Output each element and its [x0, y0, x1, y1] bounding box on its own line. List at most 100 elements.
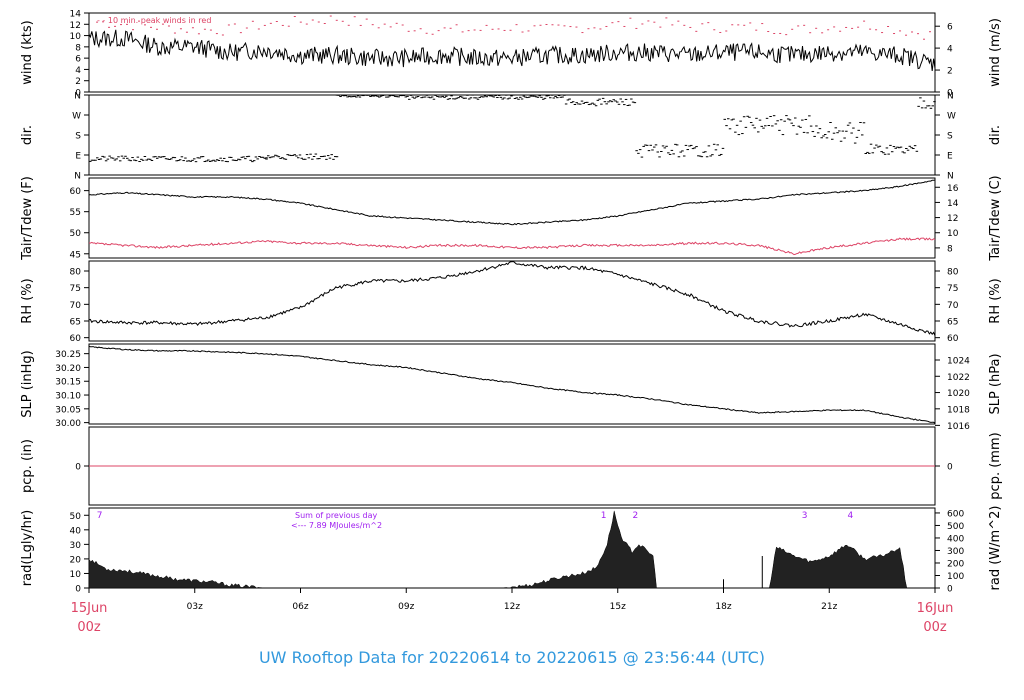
y-tick-label: 60	[70, 334, 82, 344]
y-tick-label-right: 14	[947, 199, 959, 209]
x-tick-label: 00z	[77, 620, 101, 635]
y-tick-label: 10	[70, 570, 82, 580]
y-tick-label-right: 6	[947, 23, 953, 33]
y-tick-label-right: 200	[947, 559, 964, 569]
y-axis-label: rad(Lgly/hr)	[20, 510, 35, 586]
y-tick-label-right: 10	[947, 229, 959, 239]
y-tick-label-right: 12	[947, 214, 958, 224]
y-tick-label: 30.05	[55, 405, 81, 415]
panel-frame	[88, 343, 936, 425]
wind-series-line	[88, 29, 936, 71]
rad-marker-label: 1	[601, 511, 607, 521]
y-tick-label: 40	[70, 526, 82, 536]
y-tick-label: S	[75, 132, 81, 142]
tdew-series-line	[88, 237, 936, 256]
y-tick-label-right: 100	[947, 572, 964, 582]
y-axis-label: dir.	[20, 125, 35, 145]
x-tick-label: 09z	[398, 602, 414, 612]
y-tick-label-right: 4	[947, 45, 953, 55]
x-tick-label: 03z	[187, 602, 203, 612]
peak-wind-annotation: - - 10 min. peak winds in red	[97, 16, 211, 25]
y-axis-label: SLP (inHg)	[20, 350, 35, 418]
y-tick-label: 30.20	[55, 364, 81, 374]
rad-marker-label: 7	[97, 511, 103, 521]
y-tick-label-right: 75	[947, 284, 958, 294]
x-tick-label: 15z	[610, 602, 626, 612]
y-tick-label-right: 0	[947, 89, 953, 99]
y-tick-label-right: N	[947, 172, 954, 182]
panel-frame	[88, 177, 936, 259]
y-tick-label-right: 70	[947, 301, 959, 311]
x-tick-label: 12z	[504, 602, 520, 612]
y-tick-label: 0	[75, 89, 81, 99]
x-tick-label: 18z	[715, 602, 731, 612]
y-tick-label: 30.10	[55, 392, 81, 402]
y-axis-label-right: rad (W/m^2)	[988, 506, 1003, 591]
y-tick-label: E	[75, 152, 81, 162]
y-tick-label: 20	[70, 555, 82, 565]
x-tick-label: 00z	[923, 620, 947, 635]
y-axis-label-right: wind (m/s)	[988, 18, 1003, 87]
y-tick-label: W	[72, 112, 81, 122]
y-tick-label: N	[74, 172, 81, 182]
x-tick-label: 06z	[292, 602, 308, 612]
y-tick-label: 65	[70, 318, 81, 328]
y-tick-label-right: 8	[947, 244, 953, 254]
y-tick-label: 55	[70, 208, 81, 218]
y-tick-label-right: 1016	[947, 422, 970, 432]
rad-marker-label: 3	[802, 511, 808, 521]
panel-frame	[88, 260, 936, 342]
rad-annotation: <--- 7.89 MJoules/m^2	[291, 521, 382, 530]
chart-title: UW Rooftop Data for 20220614 to 20220615…	[258, 648, 766, 667]
y-tick-label-right: 2	[947, 67, 953, 77]
y-tick-label: 50	[70, 229, 82, 239]
y-tick-label: 70	[70, 301, 82, 311]
y-axis-label-right: SLP (hPa)	[988, 353, 1003, 414]
y-tick-label: 0	[75, 463, 81, 473]
y-tick-label: 10	[70, 32, 82, 42]
y-axis-label: RH (%)	[20, 278, 35, 323]
rad-annotation: Sum of previous day	[295, 511, 377, 520]
rad-marker-label: 2	[633, 511, 639, 521]
y-tick-label-right: 300	[947, 547, 964, 557]
y-tick-label: 30	[70, 541, 82, 551]
rad-area	[88, 510, 908, 589]
y-tick-label-right: 16	[947, 184, 959, 194]
y-tick-label: 45	[70, 250, 81, 260]
y-axis-label-right: RH (%)	[988, 278, 1003, 323]
panel-frame	[88, 12, 936, 93]
slp-series-line	[88, 345, 936, 424]
y-tick-label: 75	[70, 284, 81, 294]
y-tick-label-right: 500	[947, 522, 964, 532]
y-tick-label: 30.15	[55, 378, 81, 388]
y-tick-label-right: S	[947, 132, 953, 142]
y-axis-label: wind (kts)	[20, 20, 35, 84]
y-tick-label: 12	[70, 21, 81, 31]
y-tick-label: 6	[75, 55, 81, 65]
y-tick-label-right: 60	[947, 334, 959, 344]
y-axis-label-right: pcp. (mm)	[988, 432, 1003, 499]
y-axis-label: pcp. (in)	[20, 439, 35, 493]
y-tick-label-right: N	[947, 92, 954, 102]
y-tick-label: 80	[70, 268, 82, 278]
y-tick-label-right: E	[947, 152, 953, 162]
y-tick-label: 14	[70, 10, 82, 20]
y-tick-label-right: 0	[947, 585, 953, 595]
y-tick-label-right: 1024	[947, 357, 970, 367]
y-axis-label: Tair/Tdew (F)	[20, 176, 35, 261]
rh-series-line	[88, 260, 936, 336]
y-axis-label-right: dir.	[988, 125, 1003, 145]
y-tick-label: 60	[70, 187, 82, 197]
y-tick-label-right: 400	[947, 534, 964, 544]
x-tick-label: 16Jun	[917, 601, 954, 616]
y-axis-label-right: Tair/Tdew (C)	[988, 175, 1003, 261]
tair-series-line	[88, 179, 936, 226]
y-tick-label: 0	[75, 585, 81, 595]
panel-frame	[88, 94, 936, 176]
x-tick-label: 21z	[821, 602, 837, 612]
y-tick-label: 30.00	[55, 419, 81, 429]
y-tick-label-right: 1018	[947, 405, 970, 415]
y-tick-label: 30.25	[55, 350, 81, 360]
y-tick-label: 50	[70, 512, 82, 522]
